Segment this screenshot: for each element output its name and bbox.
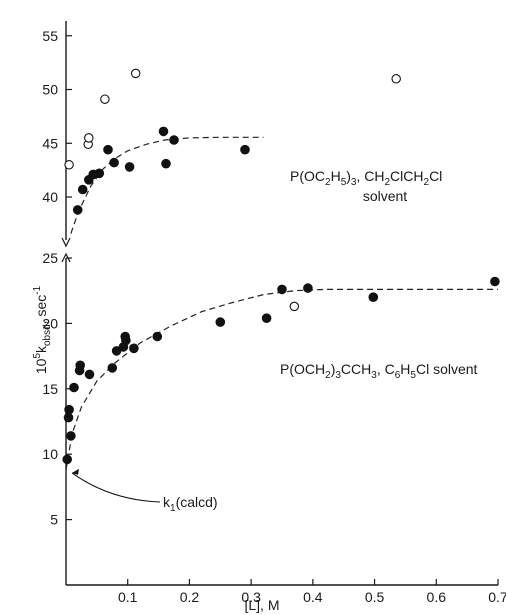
annotation-part: CCH: [341, 361, 371, 377]
k1-arrow-line: [71, 472, 161, 503]
y-axis-title-prefix: 10: [33, 358, 49, 374]
annotation-part: Cl solvent: [416, 361, 478, 377]
annotation-upper-line2: solvent: [363, 188, 407, 204]
data-point-lower-filled-4: [69, 382, 79, 393]
annotation-part: 6: [395, 370, 401, 381]
annotation-part: 5: [410, 370, 416, 381]
x-axis-title: [L], M: [244, 597, 279, 613]
data-point-lower-filled-7: [84, 369, 95, 380]
data-point-lower-filled-12: [121, 335, 131, 346]
annotation-part: H: [400, 361, 410, 377]
x-tick-label-0.1: 0.1: [118, 589, 138, 605]
data-point-lower-filled-0: [62, 454, 72, 465]
y-tick-label-lower-10: 10: [42, 446, 58, 462]
annotation-part: 3: [371, 370, 377, 381]
annotation-lower: P(OCH2)3CCH3, C6H5Cl solvent: [280, 361, 478, 381]
annotation-part: 5: [341, 177, 347, 188]
y-axis-title-sub: obsd: [42, 324, 53, 346]
data-point-lower-filled-2: [64, 404, 74, 415]
y-axis-title: 105kobsd, sec-1: [32, 285, 53, 374]
data-point-upper-filled-11: [240, 144, 250, 155]
data-point-upper-filled-5: [103, 144, 113, 155]
y-tick-label-upper-40: 40: [42, 189, 58, 205]
x-tick-label-0.7: 0.7: [488, 589, 506, 605]
data-point-lower-filled-18: [303, 283, 313, 293]
data-point-upper-filled-1: [77, 184, 88, 195]
y-tick-label-lower-25: 25: [42, 250, 58, 266]
data-point-upper-open-5: [391, 74, 401, 84]
data-points: [62, 68, 500, 465]
annotation-part: 3: [351, 177, 357, 188]
data-point-lower-filled-16: [261, 313, 272, 324]
data-point-lower-filled-19: [368, 292, 379, 303]
data-point-upper-open-3: [100, 94, 110, 104]
annotation-part: 2: [424, 177, 430, 188]
data-point-upper-filled-4: [94, 168, 105, 179]
annotation-part: ): [331, 361, 336, 377]
data-point-upper-filled-10: [169, 135, 179, 145]
annotation-part: H: [331, 168, 341, 184]
data-point-lower-filled-15: [215, 317, 226, 327]
annotations: P(OC2H5)3, CH2ClCH2ClsolventP(OCH2)3CCH3…: [71, 168, 478, 514]
y-tick-label-upper-45: 45: [42, 135, 58, 151]
annotation-part: , C: [377, 361, 395, 377]
x-tick-label-0.3: 0.3: [241, 589, 261, 605]
y-tick-label-lower-5: 5: [50, 512, 58, 528]
data-point-lower-filled-8: [107, 363, 118, 373]
y-axis-title-exp: 5: [32, 353, 43, 359]
y-tick-label-upper-50: 50: [42, 82, 58, 98]
annotation-part: ClCH: [390, 168, 423, 184]
annotation-part: P(OC: [290, 168, 325, 184]
data-point-upper-filled-8: [158, 126, 169, 137]
data-point-lower-filled-13: [129, 343, 139, 354]
x-tick-label-0.2: 0.2: [180, 589, 200, 605]
x-tick-label-0.6: 0.6: [427, 589, 447, 605]
data-point-upper-filled-7: [124, 162, 135, 172]
fit-curves: [65, 136, 498, 471]
annotation-part: ): [346, 168, 351, 184]
data-point-lower-filled-1: [63, 412, 74, 423]
data-point-lower-open-0: [289, 301, 300, 312]
data-point-lower-filled-14: [152, 331, 163, 342]
annotation-part: Cl: [429, 168, 442, 184]
annotation-part: 3: [335, 370, 341, 381]
axis-break-lower: [61, 252, 71, 263]
y-tick-label-lower-20: 20: [42, 315, 58, 331]
annotation-part: , CH: [356, 168, 384, 184]
annotation-part: 2: [325, 370, 331, 381]
svg-text:105kobsd, sec-1: 105kobsd, sec-1: [32, 285, 53, 374]
fit-curve-lower: [65, 288, 498, 471]
annotation-part: 2: [384, 177, 390, 188]
annotation-upper: P(OC2H5)3, CH2ClCH2Cl: [290, 168, 442, 188]
data-point-upper-filled-9: [161, 158, 171, 169]
k1-label: k1(calcd): [163, 494, 218, 514]
x-tick-label-0.4: 0.4: [303, 589, 323, 605]
data-point-upper-filled-0: [72, 205, 83, 215]
annotation-part: P(OCH: [280, 361, 325, 377]
y-axis-title-k: k: [33, 345, 49, 353]
data-point-lower-filled-20: [490, 276, 500, 287]
y-tick-label-lower-15: 15: [42, 381, 58, 397]
x-tick-label-0.5: 0.5: [365, 589, 385, 605]
axis-break-upper: [61, 237, 71, 248]
data-point-upper-open-4: [130, 68, 141, 79]
data-point-lower-filled-6: [75, 360, 85, 371]
data-point-upper-open-0: [64, 160, 74, 170]
data-point-upper-open-2: [84, 133, 94, 143]
y-tick-label-upper-55: 55: [42, 28, 58, 44]
data-point-lower-filled-17: [277, 284, 287, 295]
data-point-upper-filled-6: [109, 157, 119, 168]
fit-curve-upper: [70, 136, 264, 234]
y-axis-title-unit-exp: -1: [32, 285, 43, 294]
annotation-part: 2: [325, 177, 331, 188]
data-point-lower-filled-3: [66, 431, 76, 441]
k1-arrow-head: [72, 468, 79, 475]
y-axis-title-unit: , sec: [33, 295, 49, 325]
